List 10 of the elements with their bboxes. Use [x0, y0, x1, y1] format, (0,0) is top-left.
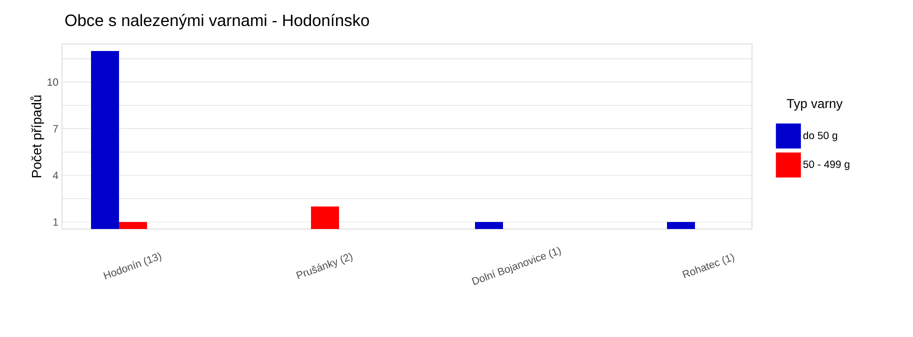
chart-title: Obce s nalezenými varnami - Hodonínsko	[65, 14, 369, 30]
legend-title: Typ varny	[786, 99, 843, 111]
legend-label: do 50 g	[803, 131, 838, 142]
y-axis-title: Počet případů	[30, 96, 44, 178]
y-tick-label: 4	[52, 172, 58, 179]
legend-label: 50 - 499 g	[803, 160, 850, 170]
y-tick-label: 10	[48, 78, 58, 86]
y-tick-label: 7	[53, 125, 58, 132]
y-tick-label: 1	[53, 218, 58, 226]
x-tick-label: Rohatec (1)	[682, 254, 734, 278]
